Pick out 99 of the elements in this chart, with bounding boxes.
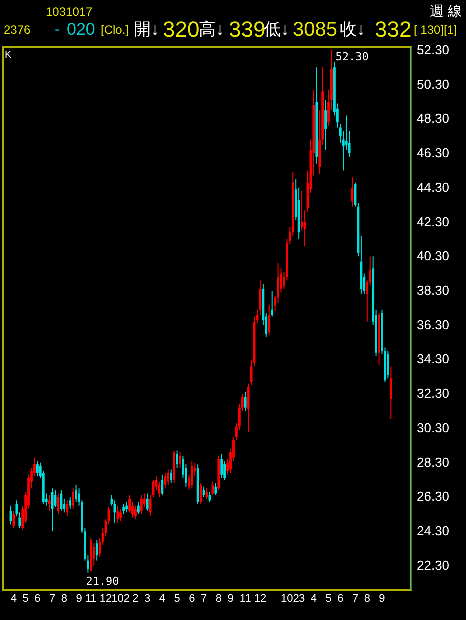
text: 高↓ xyxy=(199,20,224,39)
y-tick-label: 42.30 xyxy=(417,214,450,230)
y-tick-label: 48.30 xyxy=(417,111,450,126)
candlestick xyxy=(214,482,218,496)
x-tick-label: 5 xyxy=(174,593,180,605)
candlestick xyxy=(146,493,149,512)
candlestick xyxy=(390,366,392,420)
y-tick-label: 52.30 xyxy=(417,42,450,58)
x-tick-label: 102 xyxy=(112,593,130,605)
y-tick-label: 32.30 xyxy=(417,386,450,402)
y-tick-label: 28.30 xyxy=(417,454,450,470)
text: 3085 xyxy=(293,19,338,41)
x-tick-label: 6 xyxy=(338,593,344,605)
x-tick-label: 11 xyxy=(85,593,97,605)
candlestick xyxy=(140,494,143,515)
candlestick xyxy=(190,460,194,490)
candlestick xyxy=(170,469,173,484)
candlestick xyxy=(220,454,224,479)
candlestick xyxy=(164,472,167,490)
x-tick-label: 2 xyxy=(132,593,139,605)
text: 020 xyxy=(67,20,96,39)
candlestick xyxy=(96,540,98,562)
y-tick-label: 40.30 xyxy=(417,248,450,264)
candlestick xyxy=(161,474,164,496)
x-tick-label: 9 xyxy=(76,593,82,605)
y-tick-label: 50.30 xyxy=(417,76,450,92)
x-tick-label: 4 xyxy=(10,593,18,605)
text: 低↓ xyxy=(264,20,290,39)
y-tick-label: 38.30 xyxy=(417,283,450,298)
x-tick-label: 7 xyxy=(352,593,359,605)
x-tick-label: 12 xyxy=(254,593,267,605)
x-tick-label: 8 xyxy=(364,593,370,605)
y-tick-label: 22.30 xyxy=(417,558,450,573)
text: 339 xyxy=(229,17,266,42)
x-tick-label: 3 xyxy=(298,593,306,605)
text: 332 xyxy=(375,17,412,42)
candlestick xyxy=(72,488,75,510)
text: - xyxy=(55,21,60,37)
candlestick xyxy=(324,100,328,151)
x-tick-label: 6 xyxy=(34,593,41,605)
candlestick xyxy=(149,494,152,517)
candlestick xyxy=(268,304,271,336)
y-tick-label: 30.30 xyxy=(417,420,450,436)
annotation: 52.30 xyxy=(336,50,369,64)
candlestick xyxy=(66,500,69,517)
candlestick xyxy=(212,481,214,496)
x-tick-label: 8 xyxy=(61,593,68,605)
x-tick-label: 5 xyxy=(22,593,29,605)
x-tick-label: 3 xyxy=(144,593,151,605)
y-tick-label: 24.30 xyxy=(417,524,450,539)
text: [ 130][1] xyxy=(414,23,458,37)
text: 320 xyxy=(163,17,200,42)
candlestick xyxy=(126,502,128,514)
x-tick-label: 4 xyxy=(159,593,166,605)
x-tick-label: 8 xyxy=(216,593,222,605)
y-tick-label: 26.30 xyxy=(417,489,450,504)
y-tick-label: 44.30 xyxy=(417,180,450,195)
text: [Clo.] xyxy=(101,23,130,37)
candlestick xyxy=(116,505,120,524)
candlestick xyxy=(143,493,146,508)
candlestick xyxy=(244,392,247,412)
x-tick-label: 5 xyxy=(326,593,332,605)
candlestick xyxy=(69,496,72,510)
candlestick xyxy=(122,504,126,515)
x-tick-label: 7 xyxy=(200,593,208,605)
x-tick-label: 9 xyxy=(379,593,386,605)
candlestick xyxy=(36,460,39,478)
annotation: 21.90 xyxy=(86,574,120,588)
text: 2376 xyxy=(4,23,32,37)
candlestick xyxy=(134,505,137,520)
x-tick-label: 7 xyxy=(49,593,56,605)
candlestick xyxy=(120,508,122,522)
y-tick-label: 34.30 xyxy=(417,352,450,367)
candlestick xyxy=(271,290,274,318)
candlestick xyxy=(137,502,140,515)
candlestick xyxy=(75,484,78,503)
y-tick-label: 36.30 xyxy=(417,317,450,332)
x-tick-label: 6 xyxy=(189,593,196,605)
x-tick-label: 102 xyxy=(280,593,300,605)
candlestick xyxy=(12,510,16,529)
candlestick xyxy=(63,498,66,514)
candlestick xyxy=(247,383,250,432)
candlestick xyxy=(386,350,390,380)
candlestick xyxy=(200,482,202,505)
text: 週 線 xyxy=(430,3,462,19)
y-tick-label: 46.30 xyxy=(417,146,450,161)
x-tick-label: 9 xyxy=(228,593,234,605)
text: 開↓ xyxy=(134,20,160,39)
x-tick-label: 12 xyxy=(100,593,112,605)
candlestick xyxy=(48,494,51,512)
candlestick xyxy=(167,469,170,486)
x-tick-label: 4 xyxy=(310,593,317,605)
text: 1031017 xyxy=(46,5,94,19)
x-tick-label: 11 xyxy=(240,593,252,605)
candlestick xyxy=(176,450,178,468)
text: 收↓ xyxy=(340,20,366,39)
candlestick xyxy=(51,488,54,532)
candlestick xyxy=(179,452,182,468)
annotation: K xyxy=(5,50,12,61)
